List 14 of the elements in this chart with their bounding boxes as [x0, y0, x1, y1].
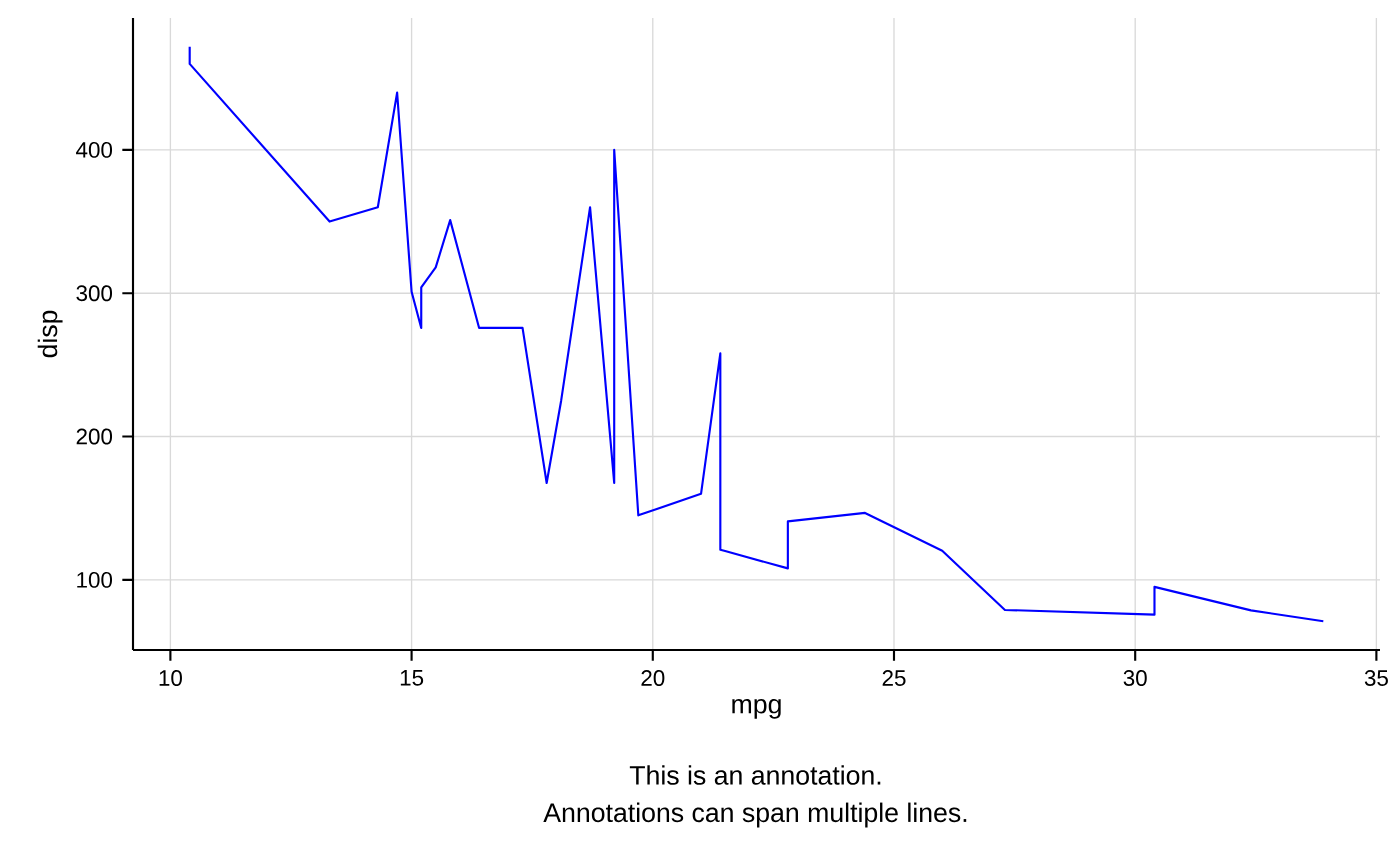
- x-tick-label: 10: [159, 670, 182, 686]
- x-tick-label: 20: [641, 670, 665, 686]
- y-tick-label: 300: [76, 285, 113, 302]
- x-tick-label: 30: [1123, 670, 1147, 686]
- y-axis-title: disp: [37, 310, 63, 358]
- text: Annotations can span multiple lines.: [543, 802, 967, 828]
- y-tick-label: 100: [77, 571, 113, 588]
- x-tick-label: 25: [882, 670, 906, 686]
- x-axis-title: mpg: [732, 698, 781, 719]
- x-tick-label: 15: [400, 670, 424, 686]
- y-tick-label: 200: [76, 428, 113, 445]
- x-tick-label: 35: [1364, 670, 1388, 686]
- text: This is an annotation.: [629, 765, 881, 785]
- y-tick-label: 400: [76, 141, 113, 158]
